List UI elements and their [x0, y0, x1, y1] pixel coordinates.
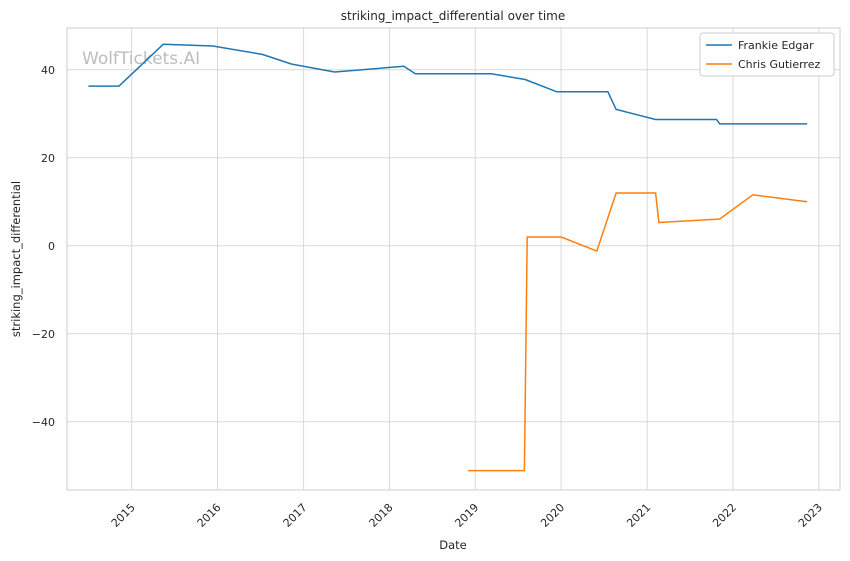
- legend-label-frankie-edgar: Frankie Edgar: [738, 39, 814, 52]
- y-axis-title: striking_impact_differential: [9, 181, 23, 337]
- legend-box: [699, 32, 835, 77]
- watermark-text: WolfTickets.AI: [82, 49, 200, 69]
- series-layer: [88, 43, 808, 472]
- grid-lines: [67, 28, 840, 490]
- series-line-frankie-edgar: [88, 43, 808, 125]
- y-tick-label: 20: [41, 152, 55, 165]
- x-axis-title: Date: [439, 538, 467, 552]
- y-tick-label: 40: [41, 64, 55, 77]
- series-line-chris-gutierrez: [468, 192, 808, 472]
- plot-frame: [66, 27, 841, 491]
- legend: Frankie Edgar Chris Gutierrez: [699, 32, 835, 77]
- y-tick-label: −20: [32, 328, 55, 341]
- y-tick-label: −40: [32, 416, 55, 429]
- y-tick-labels: 40 20 0 −20 −40: [32, 64, 55, 429]
- chart-title: striking_impact_differential over time: [341, 9, 566, 23]
- y-tick-label: 0: [48, 240, 55, 253]
- legend-label-chris-gutierrez: Chris Gutierrez: [738, 58, 820, 71]
